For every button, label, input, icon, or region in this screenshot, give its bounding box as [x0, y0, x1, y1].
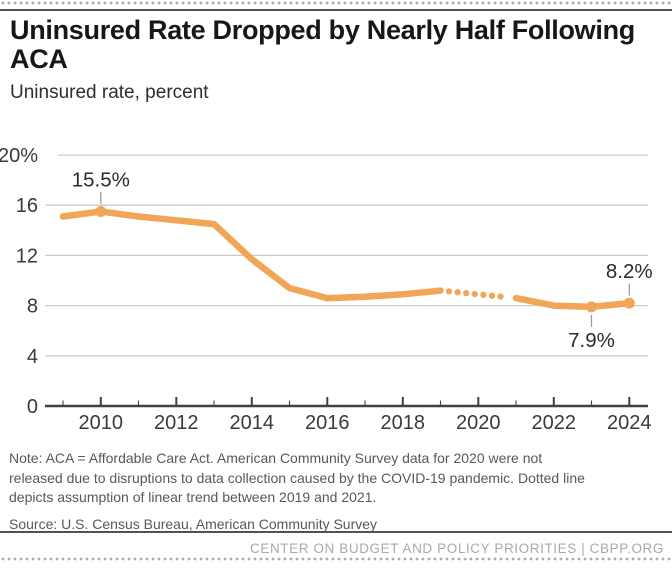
note-line: depicts assumption of linear trend betwe…: [9, 489, 377, 505]
source-line: Source: U.S. Census Bureau, American Com…: [9, 515, 378, 532]
bottom-dotted-border: [0, 557, 672, 561]
x-tick-label: 2012: [154, 412, 199, 434]
trend-line-dotted-assumption: [445, 288, 513, 301]
x-tick-label: 2014: [230, 412, 275, 434]
note-line: released due to disruptions to data coll…: [9, 469, 585, 486]
x-tick-label: 2010: [79, 412, 124, 434]
x-tick-label: 2016: [305, 412, 350, 434]
bottom-rule: [0, 531, 672, 533]
chart-subtitle: Uninsured rate, percent: [10, 82, 209, 103]
data-point-marker: [586, 301, 597, 313]
data-point-marker: [623, 297, 635, 309]
trend-line-solid-pre-gap: [59, 208, 444, 302]
y-tick-label: 12: [16, 245, 38, 267]
x-tick-label: 2020: [456, 412, 501, 434]
y-tick-label: 0: [27, 396, 38, 418]
top-rule: [0, 9, 672, 11]
y-tick-label: 20%: [0, 145, 38, 167]
data-point-label: 7.9%: [568, 329, 615, 352]
chart-area: 0 4 8 12 16 20% 2010 2012 2014 2016 2018 2020 2022 20…: [0, 138, 672, 438]
org-credit: CENTER ON BUDGET AND POLICY PRIORITIES |…: [248, 541, 666, 556]
y-tick-label: 16: [16, 195, 38, 217]
data-point-label: 8.2%: [606, 260, 653, 283]
page-title: Uninsured Rate Dropped by Nearly Half Fo…: [10, 15, 635, 74]
top-dotted-border: [0, 1, 672, 5]
uninsured-rate-line-chart: 0 4 8 12 16 20% 2010 2012 2014 2016 2018 2020 2022 20…: [0, 145, 653, 434]
y-tick-label: 8: [27, 296, 38, 318]
chart-note: Note: ACA = Affordable Care Act. America…: [9, 449, 659, 534]
trend-line-solid-post-gap: [512, 294, 633, 311]
data-point-marker: [95, 206, 107, 217]
note-line: Note: ACA = Affordable Care Act. America…: [9, 450, 543, 466]
y-tick-label: 4: [27, 346, 38, 368]
data-point-label: 15.5%: [72, 169, 130, 192]
x-tick-label: 2024: [607, 412, 652, 434]
x-tick-label: 2022: [532, 412, 577, 434]
x-tick-label: 2018: [381, 412, 426, 434]
